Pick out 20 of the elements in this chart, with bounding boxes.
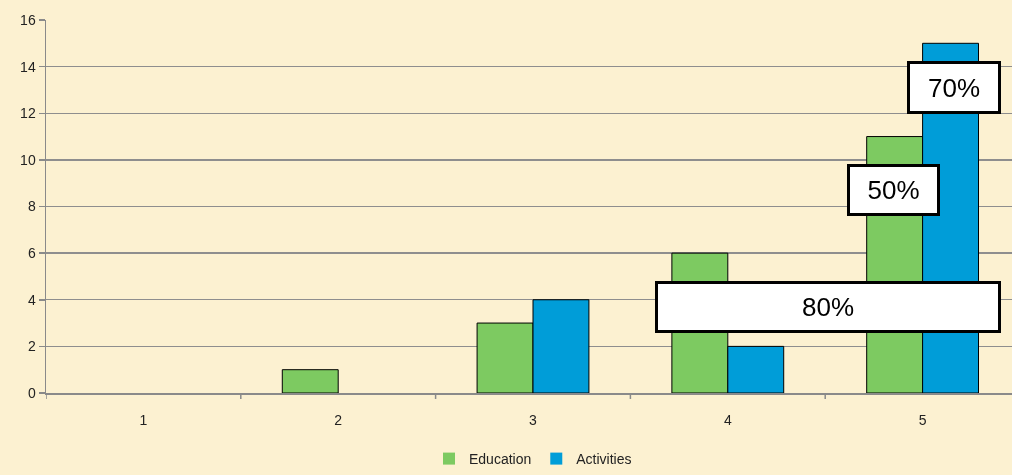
y-tick-label: 12: [20, 105, 36, 122]
x-tick-label: 5: [918, 412, 927, 429]
x-tick-label: 4: [723, 412, 732, 429]
y-tick-label: 2: [27, 338, 36, 355]
legend-label: Education: [469, 451, 532, 468]
annotation: 70%: [927, 72, 981, 103]
y-tick-label: 0: [27, 384, 36, 401]
y-tick-label: 16: [20, 11, 36, 28]
legend-label: Activities: [576, 451, 632, 468]
y-tick-label: 6: [27, 245, 36, 262]
x-tick-label: 2: [334, 412, 343, 429]
y-tick-label: 10: [20, 151, 36, 168]
x-tick-label: 1: [139, 412, 148, 429]
annotation: 80%: [801, 292, 855, 322]
y-tick-label: 8: [27, 198, 36, 215]
annotation: 50%: [867, 175, 920, 205]
y-tick-label: 4: [27, 291, 36, 308]
x-tick-label: 3: [529, 412, 538, 429]
bar: [281, 369, 339, 393]
y-tick-label: 14: [20, 58, 36, 75]
